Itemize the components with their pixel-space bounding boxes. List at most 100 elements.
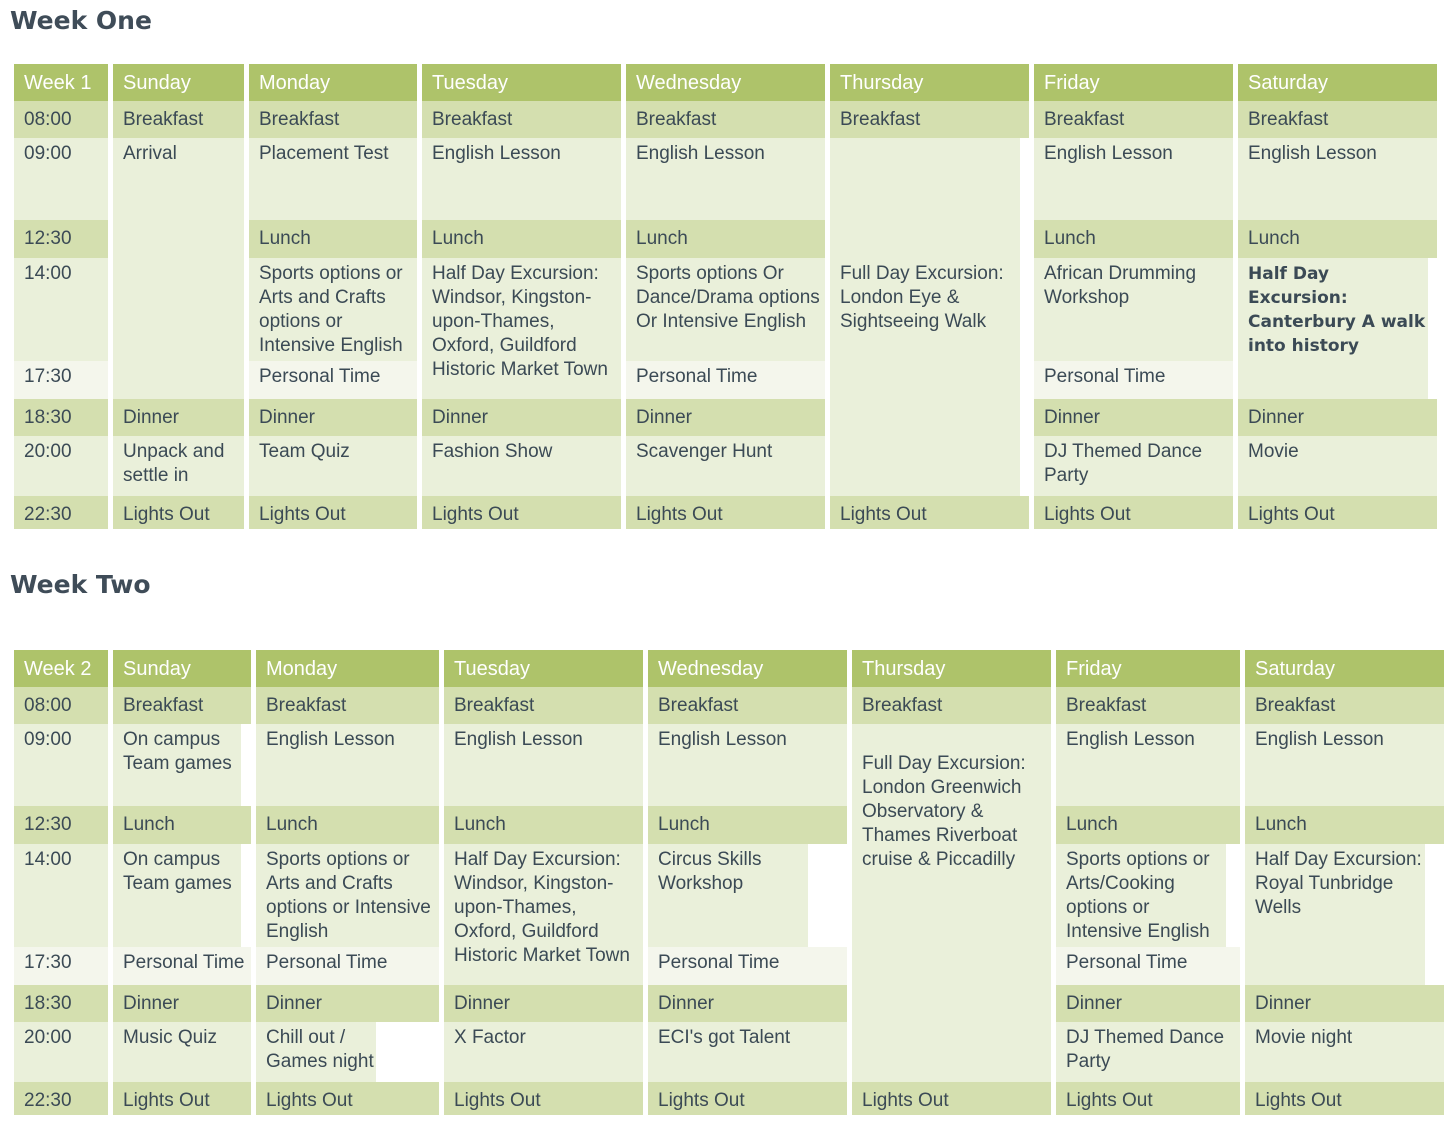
activity-cell: Breakfast xyxy=(852,687,1051,724)
time-cell: 12:30 xyxy=(14,806,108,844)
activity-cell: Full Day Excursion: London Greenwich Obs… xyxy=(852,724,1051,1082)
activity-cell: On campus Team games xyxy=(113,844,241,947)
header-sunday: Sunday xyxy=(113,64,244,101)
activity-cell: African Drumming Workshop xyxy=(1034,258,1233,361)
activity-cell: Lights Out xyxy=(444,1082,643,1115)
activity-cell: Lights Out xyxy=(626,496,825,529)
activity-cell: Lunch xyxy=(1034,220,1233,258)
header-tuesday: Tuesday xyxy=(422,64,621,101)
header-week: Week 1 xyxy=(14,64,108,101)
activity-cell: English Lesson xyxy=(444,724,643,806)
activity-cell: Dinner xyxy=(113,399,244,436)
time-cell: 20:00 xyxy=(14,436,108,496)
activity-cell: Dinner xyxy=(249,399,417,436)
header-friday: Friday xyxy=(1034,64,1233,101)
activity-cell: Dinner xyxy=(113,985,251,1022)
activity-cell: Movie xyxy=(1238,436,1437,496)
activity-cell: Sports options or Arts/Cooking options o… xyxy=(1056,844,1226,947)
activity-cell: Dinner xyxy=(256,985,439,1022)
week-two-title: Week Two xyxy=(10,570,151,599)
activity-cell: English Lesson xyxy=(1056,724,1240,806)
activity-cell: Dinner xyxy=(1056,985,1240,1022)
activity-cell: Half Day Excursion: Canterbury A walk in… xyxy=(1238,258,1428,399)
activity-cell: Scavenger Hunt xyxy=(626,436,825,496)
activity-cell: Personal Time xyxy=(113,947,251,985)
time-cell: 09:00 xyxy=(14,138,108,220)
activity-cell: Breakfast xyxy=(1056,687,1240,724)
activity-cell: Breakfast xyxy=(249,101,417,138)
header-wednesday: Wednesday xyxy=(648,650,847,687)
header-saturday: Saturday xyxy=(1245,650,1444,687)
activity-cell: Breakfast xyxy=(626,101,825,138)
week-one-timetable: Week 1 Sunday Monday Tuesday Wednesday T… xyxy=(14,64,1437,529)
header-week: Week 2 xyxy=(14,650,108,687)
activity-cell: Lights Out xyxy=(830,496,1029,529)
time-cell: 12:30 xyxy=(14,220,108,258)
activity-cell: Sports options or Arts and Crafts option… xyxy=(249,258,417,361)
activity-cell: Lunch xyxy=(626,220,825,258)
activity-cell: Personal Time xyxy=(256,947,439,985)
activity-cell: Dinner xyxy=(422,399,621,436)
activity-cell: Dinner xyxy=(648,985,847,1022)
activity-cell: Breakfast xyxy=(1238,101,1437,138)
activity-cell: Lights Out xyxy=(1034,496,1233,529)
activity-cell: Lunch xyxy=(444,806,643,844)
activity-cell: English Lesson xyxy=(648,724,847,806)
activity-cell: Half Day Excursion: Windsor, Kingston-up… xyxy=(444,844,643,985)
activity-cell: Breakfast xyxy=(1245,687,1444,724)
activity-cell: English Lesson xyxy=(1238,138,1437,220)
activity-cell: Chill out / Games night xyxy=(256,1022,376,1082)
activity-cell: Dinner xyxy=(444,985,643,1022)
activity-cell: English Lesson xyxy=(626,138,825,220)
activity-cell: Lights Out xyxy=(1056,1082,1240,1115)
time-cell: 18:30 xyxy=(14,399,108,436)
time-cell: 20:00 xyxy=(14,1022,108,1082)
time-cell: 08:00 xyxy=(14,101,108,138)
header-wednesday: Wednesday xyxy=(626,64,825,101)
activity-cell: Lights Out xyxy=(113,1082,251,1115)
activity-cell: Music Quiz xyxy=(113,1022,251,1082)
activity-cell: Lights Out xyxy=(648,1082,847,1115)
activity-cell: Breakfast xyxy=(113,687,251,724)
activity-cell: Personal Time xyxy=(648,947,847,985)
activity-cell: Lunch xyxy=(249,220,417,258)
activity-cell: Personal Time xyxy=(626,361,825,399)
activity-cell: Lunch xyxy=(1238,220,1437,258)
header-tuesday: Tuesday xyxy=(444,650,643,687)
activity-cell: Sports options Or Dance/Drama options Or… xyxy=(626,258,825,361)
activity-cell: Unpack and settle in xyxy=(113,436,244,496)
time-cell: 22:30 xyxy=(14,1082,108,1115)
activity-cell: X Factor xyxy=(444,1022,643,1082)
activity-cell: Sports options or Arts and Crafts option… xyxy=(256,844,439,947)
activity-cell: Lunch xyxy=(1056,806,1240,844)
activity-cell: Lunch xyxy=(1245,806,1444,844)
header-friday: Friday xyxy=(1056,650,1240,687)
activity-cell: Breakfast xyxy=(444,687,643,724)
time-cell: 17:30 xyxy=(14,947,108,985)
time-cell: 18:30 xyxy=(14,985,108,1022)
activity-cell: Lights Out xyxy=(422,496,621,529)
activity-cell: Breakfast xyxy=(422,101,621,138)
activity-cell: Fashion Show xyxy=(422,436,621,496)
activity-cell: Half Day Excursion: Royal Tunbridge Well… xyxy=(1245,844,1425,985)
activity-cell: Dinner xyxy=(1238,399,1437,436)
activity-cell: Lunch xyxy=(113,806,251,844)
activity-cell: Placement Test xyxy=(249,138,417,220)
week-two-timetable: Week 2 Sunday Monday Tuesday Wednesday T… xyxy=(14,650,1444,1115)
activity-cell: Personal Time xyxy=(1056,947,1240,985)
time-cell: 14:00 xyxy=(14,258,108,361)
activity-cell: Half Day Excursion: Windsor, Kingston-up… xyxy=(422,258,621,399)
activity-cell: English Lesson xyxy=(256,724,439,806)
activity-cell: Breakfast xyxy=(1034,101,1233,138)
week-one-title: Week One xyxy=(10,6,152,35)
activity-cell: ECI's got Talent xyxy=(648,1022,847,1082)
time-cell: 17:30 xyxy=(14,361,108,399)
activity-cell: Lunch xyxy=(422,220,621,258)
time-cell: 08:00 xyxy=(14,687,108,724)
activity-cell: Personal Time xyxy=(249,361,417,399)
activity-cell: English Lesson xyxy=(1245,724,1444,806)
activity-cell: Lights Out xyxy=(256,1082,439,1115)
time-cell: 22:30 xyxy=(14,496,108,529)
activity-cell: Lights Out xyxy=(113,496,244,529)
activity-cell: Personal Time xyxy=(1034,361,1233,399)
